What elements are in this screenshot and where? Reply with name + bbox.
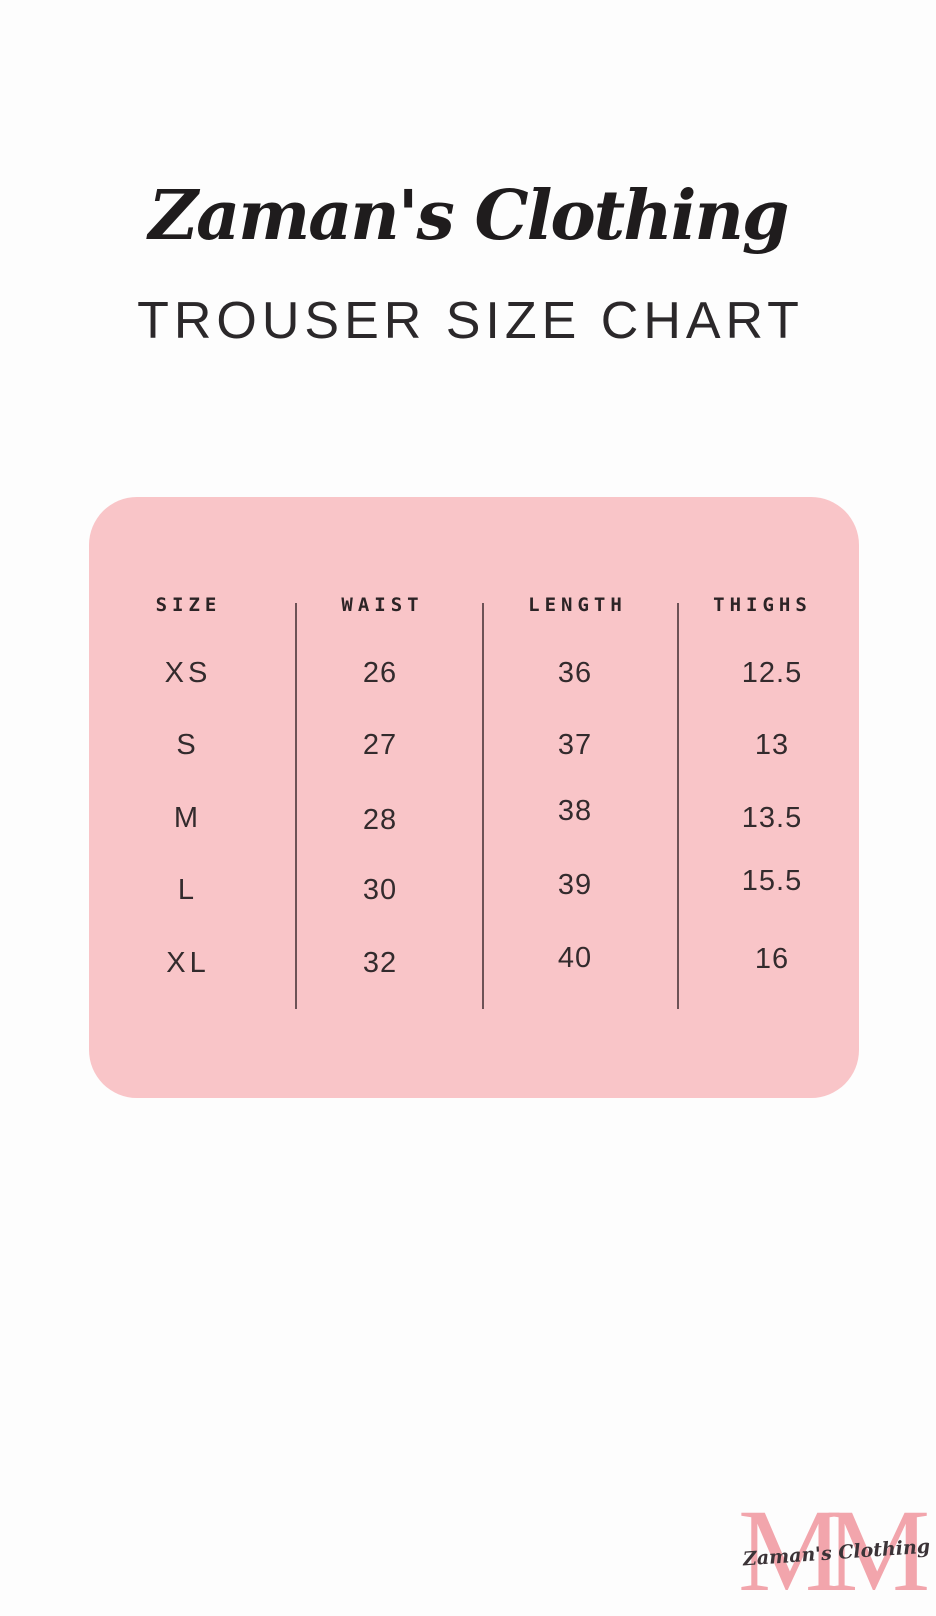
column-header-waist: WAIST (341, 594, 424, 616)
cell-l-length: 39 (557, 869, 593, 902)
cell-m-size: M (173, 801, 203, 834)
cell-l-waist: 30 (362, 874, 398, 907)
cell-s-length: 37 (557, 729, 593, 762)
cell-xl-thighs: 16 (754, 942, 790, 975)
footer-brand-logo: MM Zaman's Clothing (736, 1492, 936, 1610)
cell-xs-size: XS (164, 656, 212, 689)
cell-xs-length: 36 (557, 656, 593, 689)
column-header-thighs: THIGHS (713, 594, 812, 616)
column-divider-2 (482, 603, 484, 1009)
brand-script-title: Zaman's Clothing (148, 176, 790, 256)
cell-l-thighs: 15.5 (741, 865, 803, 898)
cell-l-size: L (177, 874, 199, 907)
cell-xl-waist: 32 (362, 946, 398, 979)
cell-s-size: S (176, 729, 200, 762)
column-divider-3 (677, 603, 679, 1009)
column-header-size: SIZE (155, 594, 222, 616)
cell-s-waist: 27 (362, 729, 398, 762)
cell-xl-size: XL (166, 946, 210, 979)
size-chart-card: SIZE WAIST LENGTH THIGHS XS 26 36 12.5 S… (89, 497, 859, 1098)
page-title: TROUSER SIZE CHART (137, 292, 804, 350)
cell-s-thighs: 13 (754, 729, 790, 762)
column-divider-1 (295, 603, 297, 1009)
cell-xs-thighs: 12.5 (741, 656, 803, 689)
cell-m-thighs: 13.5 (741, 801, 803, 834)
cell-xl-length: 40 (557, 941, 593, 974)
cell-m-length: 38 (557, 794, 593, 827)
cell-m-waist: 28 (362, 803, 398, 836)
brand-monogram: MM (738, 1485, 930, 1616)
column-header-length: LENGTH (528, 594, 627, 616)
size-chart-table: SIZE WAIST LENGTH THIGHS XS 26 36 12.5 S… (89, 573, 871, 1000)
cell-xs-waist: 26 (362, 656, 398, 689)
